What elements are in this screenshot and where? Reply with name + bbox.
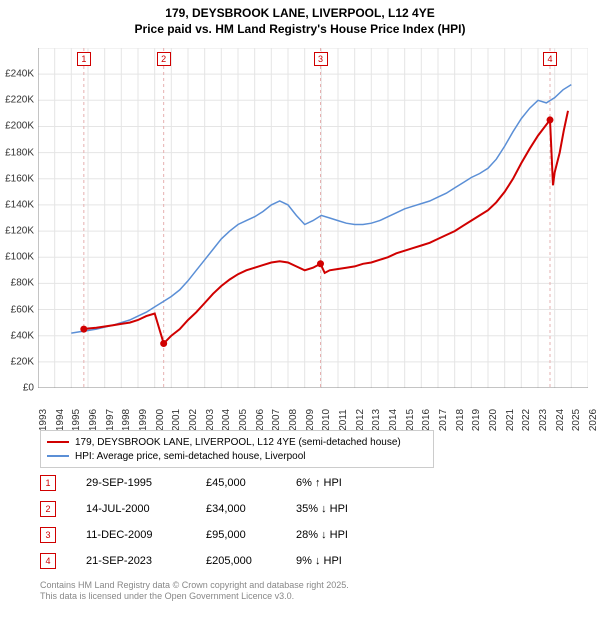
x-tick-label: 1993 — [38, 409, 49, 431]
y-tick-label: £0 — [0, 383, 34, 394]
x-tick-label: 2025 — [571, 409, 582, 431]
x-tick-label: 1996 — [88, 409, 99, 431]
sale-number-box: 3 — [40, 527, 56, 543]
x-tick-label: 1994 — [55, 409, 66, 431]
title-line-1: 179, DEYSBROOK LANE, LIVERPOOL, L12 4YE — [165, 6, 434, 20]
x-tick-label: 2011 — [338, 409, 349, 431]
footer-line-2: This data is licensed under the Open Gov… — [40, 591, 294, 601]
sale-number-box: 1 — [40, 475, 56, 491]
legend-row: HPI: Average price, semi-detached house,… — [47, 449, 427, 463]
sale-marker-box: 1 — [77, 52, 91, 66]
y-tick-label: £140K — [0, 199, 34, 210]
x-tick-label: 2019 — [471, 409, 482, 431]
x-tick-label: 2004 — [221, 409, 232, 431]
y-tick-label: £160K — [0, 173, 34, 184]
sales-table: 129-SEP-1995£45,0006% ↑ HPI214-JUL-2000£… — [40, 470, 470, 574]
legend-label: 179, DEYSBROOK LANE, LIVERPOOL, L12 4YE … — [75, 437, 401, 448]
chart-title: 179, DEYSBROOK LANE, LIVERPOOL, L12 4YE … — [0, 0, 600, 37]
sale-pct-vs-hpi: 35% ↓ HPI — [296, 503, 406, 515]
sales-table-row: 1 29-SEP-1995£45,0006% ↑ HPI — [40, 470, 470, 496]
x-tick-label: 2014 — [388, 409, 399, 431]
sales-table-row: 3 11-DEC-2009£95,00028% ↓ HPI — [40, 522, 470, 548]
legend-swatch — [47, 455, 69, 457]
sale-marker-box: 2 — [157, 52, 171, 66]
x-tick-label: 2005 — [238, 409, 249, 431]
sale-pct-vs-hpi: 28% ↓ HPI — [296, 529, 406, 541]
x-tick-label: 2010 — [321, 409, 332, 431]
y-tick-label: £240K — [0, 69, 34, 80]
x-tick-label: 2013 — [371, 409, 382, 431]
sales-table-row: 2 14-JUL-2000£34,00035% ↓ HPI — [40, 496, 470, 522]
sales-table-row: 4 21-SEP-2023£205,0009% ↓ HPI — [40, 548, 470, 574]
y-tick-label: £40K — [0, 330, 34, 341]
chart-svg — [38, 48, 588, 388]
x-tick-label: 2022 — [521, 409, 532, 431]
sale-date: 21-SEP-2023 — [86, 555, 206, 567]
x-tick-label: 2006 — [255, 409, 266, 431]
y-tick-label: £200K — [0, 121, 34, 132]
y-tick-label: £80K — [0, 278, 34, 289]
sale-number-box: 2 — [40, 501, 56, 517]
sale-date: 29-SEP-1995 — [86, 477, 206, 489]
chart-plot-area: 1 2 3 4 — [38, 48, 588, 388]
x-tick-label: 2024 — [555, 409, 566, 431]
x-tick-label: 2000 — [155, 409, 166, 431]
legend: 179, DEYSBROOK LANE, LIVERPOOL, L12 4YE … — [40, 430, 434, 468]
y-tick-label: £180K — [0, 147, 34, 158]
sale-price: £45,000 — [206, 477, 296, 489]
sale-marker-box: 3 — [314, 52, 328, 66]
sale-date: 14-JUL-2000 — [86, 503, 206, 515]
sale-price: £34,000 — [206, 503, 296, 515]
x-tick-label: 2009 — [305, 409, 316, 431]
y-tick-label: £100K — [0, 252, 34, 263]
sale-number-box: 4 — [40, 553, 56, 569]
x-tick-label: 2002 — [188, 409, 199, 431]
x-tick-label: 2021 — [505, 409, 516, 431]
x-tick-label: 2017 — [438, 409, 449, 431]
x-tick-label: 2026 — [588, 409, 599, 431]
sale-pct-vs-hpi: 9% ↓ HPI — [296, 555, 406, 567]
sale-date: 11-DEC-2009 — [86, 529, 206, 541]
footer: Contains HM Land Registry data © Crown c… — [40, 580, 349, 603]
legend-swatch — [47, 441, 69, 443]
x-axis-labels: 1993 1994 1995 1996 1997 1998 1999 2000 2001 2002… — [38, 392, 588, 432]
chart-container: 179, DEYSBROOK LANE, LIVERPOOL, L12 4YE … — [0, 0, 600, 620]
x-tick-label: 2018 — [455, 409, 466, 431]
x-tick-label: 2007 — [271, 409, 282, 431]
legend-row: 179, DEYSBROOK LANE, LIVERPOOL, L12 4YE … — [47, 435, 427, 449]
y-tick-label: £220K — [0, 95, 34, 106]
x-tick-label: 1998 — [121, 409, 132, 431]
x-tick-label: 2015 — [405, 409, 416, 431]
x-tick-label: 2008 — [288, 409, 299, 431]
y-tick-label: £120K — [0, 226, 34, 237]
x-tick-label: 2020 — [488, 409, 499, 431]
sale-marker-box: 4 — [543, 52, 557, 66]
x-tick-label: 2001 — [171, 409, 182, 431]
x-tick-label: 2023 — [538, 409, 549, 431]
y-tick-label: £60K — [0, 304, 34, 315]
x-tick-label: 2003 — [205, 409, 216, 431]
footer-line-1: Contains HM Land Registry data © Crown c… — [40, 580, 349, 590]
x-tick-label: 2016 — [421, 409, 432, 431]
x-tick-label: 2012 — [355, 409, 366, 431]
sale-price: £95,000 — [206, 529, 296, 541]
sale-pct-vs-hpi: 6% ↑ HPI — [296, 477, 406, 489]
title-line-2: Price paid vs. HM Land Registry's House … — [135, 22, 466, 36]
x-tick-label: 1995 — [71, 409, 82, 431]
x-tick-label: 1997 — [105, 409, 116, 431]
y-tick-label: £20K — [0, 356, 34, 367]
sale-price: £205,000 — [206, 555, 296, 567]
x-tick-label: 1999 — [138, 409, 149, 431]
legend-label: HPI: Average price, semi-detached house,… — [75, 451, 306, 462]
y-axis-labels: £0£20K£40K£60K£80K£100K£120K£140K£160K£1… — [0, 48, 36, 388]
